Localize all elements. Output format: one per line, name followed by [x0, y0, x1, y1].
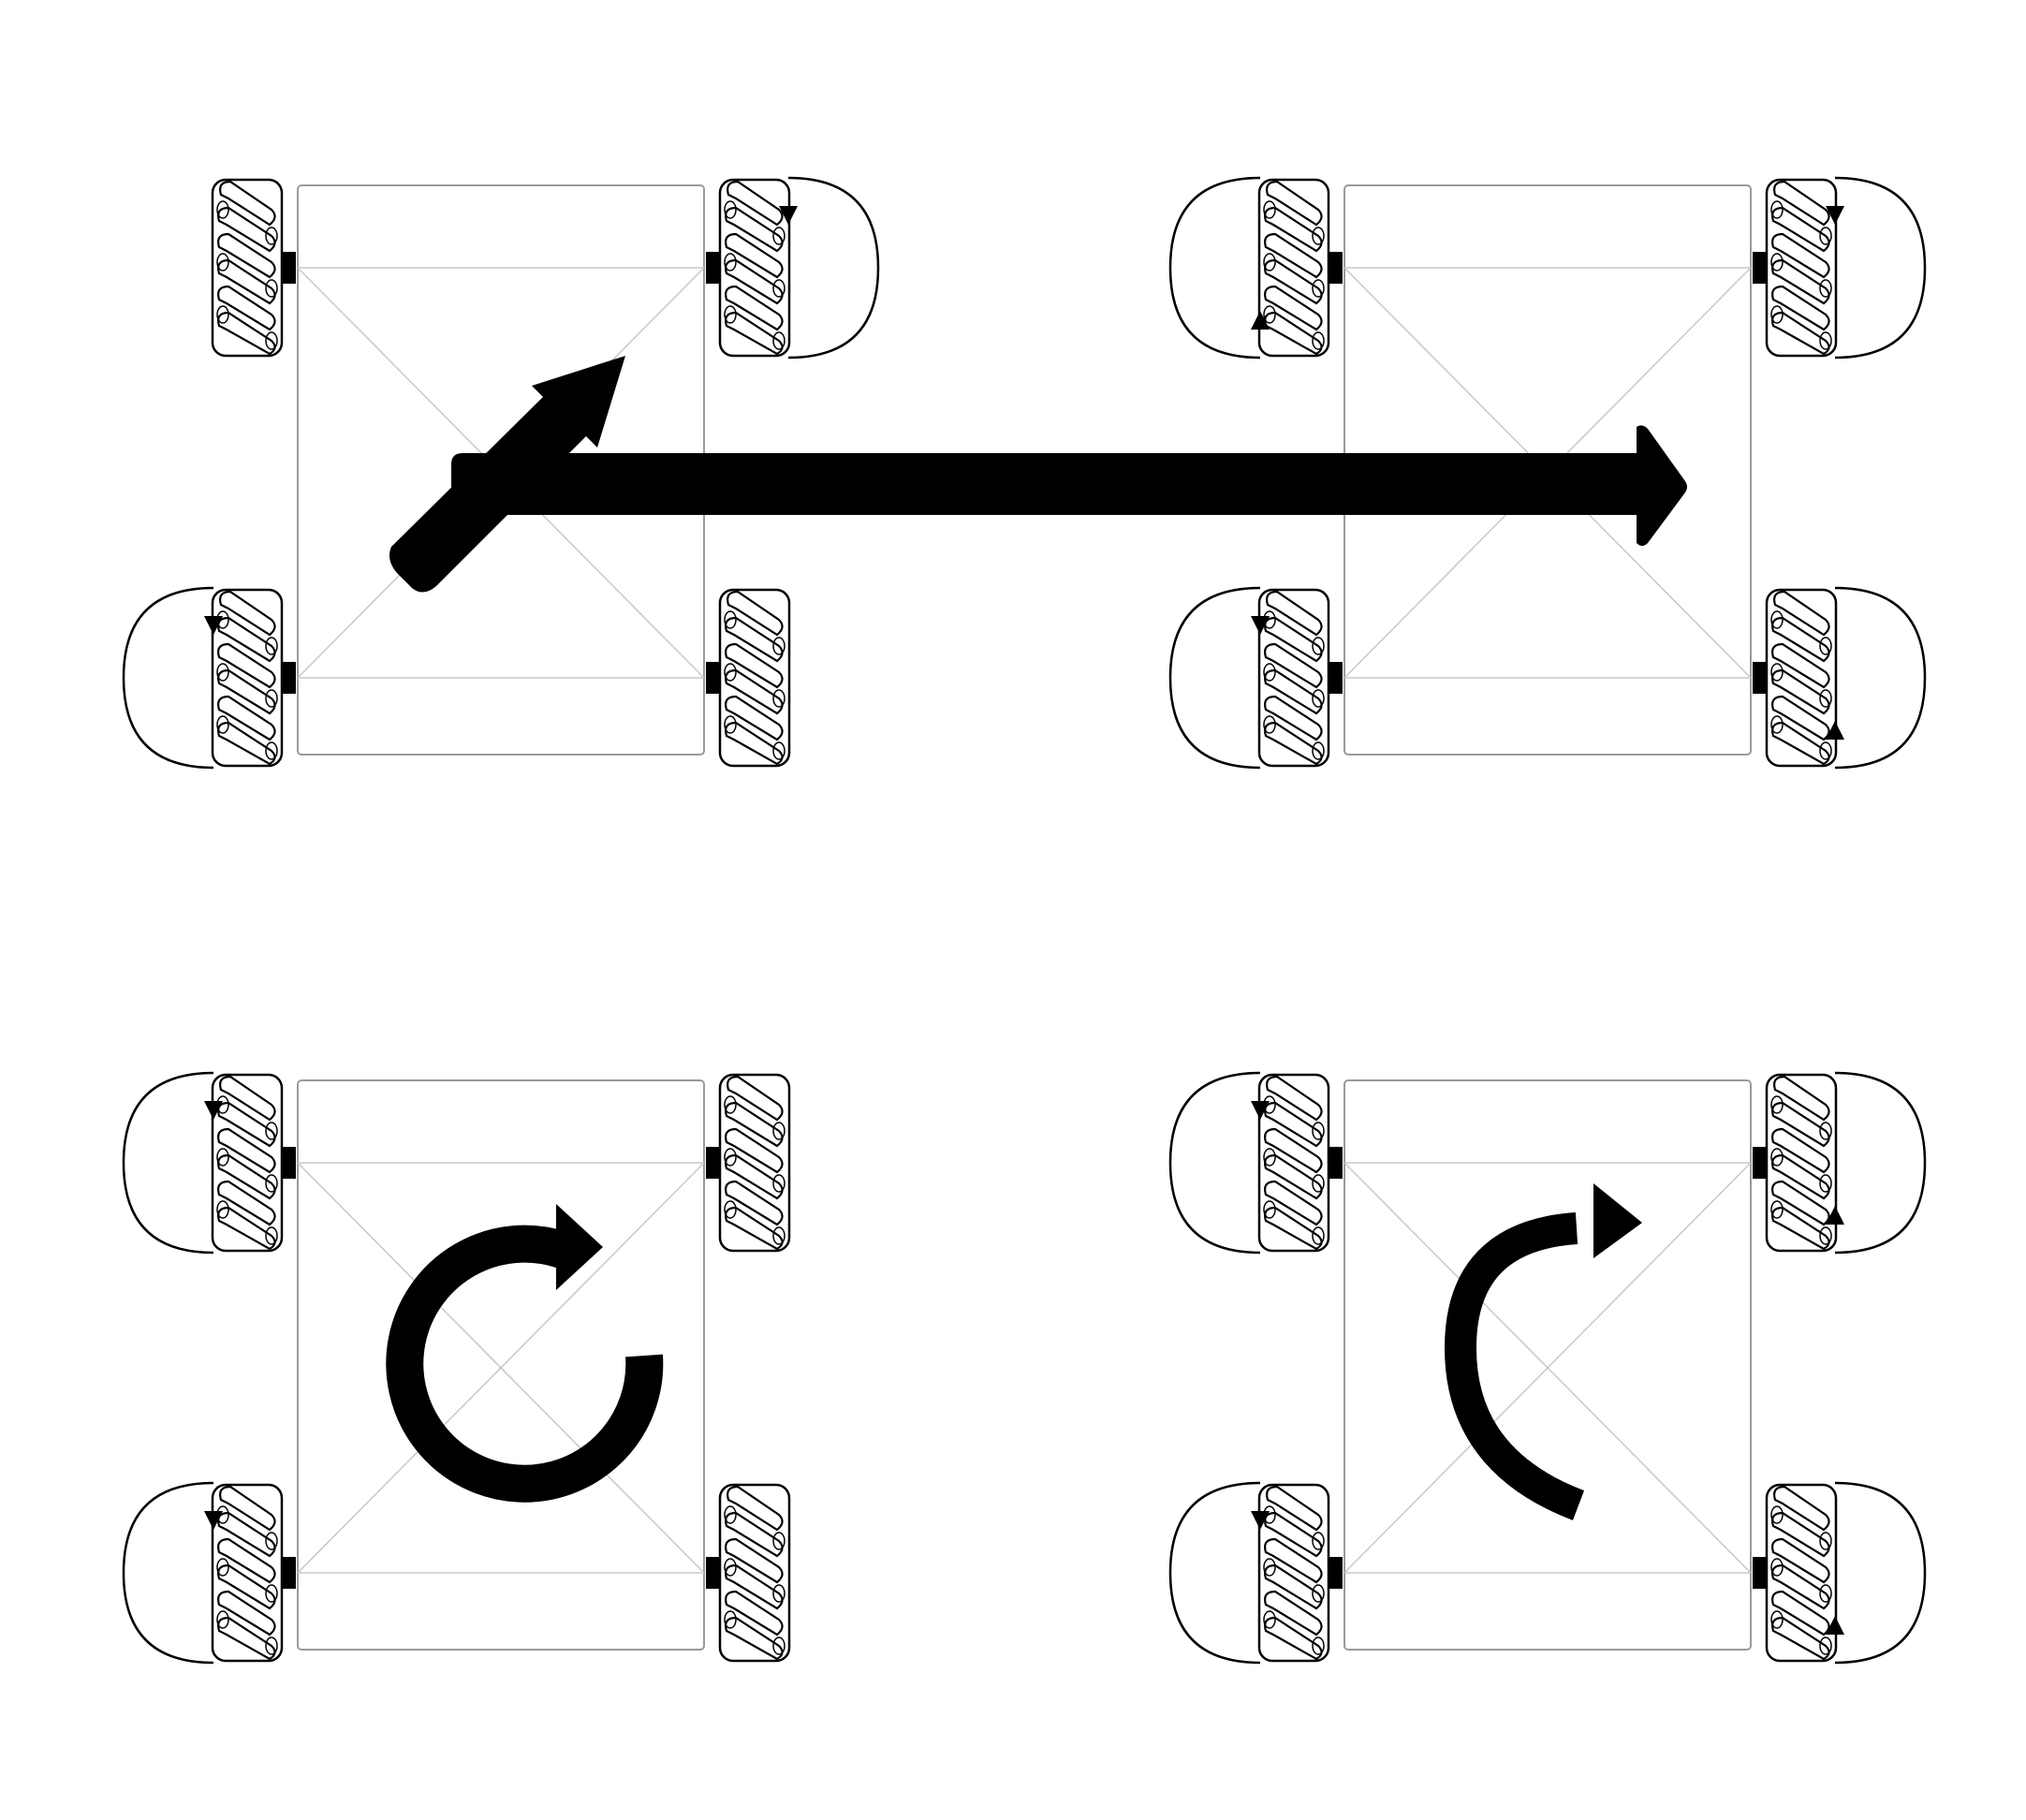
- axle-mount: [1753, 1147, 1768, 1179]
- robot-chassis: [297, 1079, 705, 1651]
- rear-left-rotation-arrow-icon: [122, 1481, 223, 1665]
- front-right-rotation-arrow-icon: [1826, 1071, 1927, 1255]
- axle-mount: [281, 662, 296, 694]
- rear-right-rotation-arrow-icon: [1826, 586, 1927, 770]
- axle-mount: [706, 252, 721, 284]
- axle-mount: [1753, 252, 1768, 284]
- front-left-rotation-arrow-icon: [1168, 176, 1270, 360]
- rear-left-rotation-arrow-icon: [122, 586, 223, 770]
- rear-left-wheel: [1168, 1481, 1343, 1665]
- axle-mount: [1753, 662, 1768, 694]
- rear-left-rotation-arrow-icon: [1168, 586, 1270, 770]
- front-left-rotation-arrow-icon: [122, 1071, 223, 1255]
- rotate-arrow-icon: [386, 1204, 664, 1503]
- robot-chassis: [1343, 1079, 1752, 1651]
- front-right-rotation-arrow-icon: [779, 176, 880, 360]
- front-right-wheel: [1753, 1071, 1927, 1255]
- front-left-wheel: [211, 178, 296, 358]
- axle-mount: [706, 1147, 721, 1179]
- rear-left-wheel: [122, 1481, 296, 1665]
- rear-right-wheel: [1753, 1481, 1927, 1665]
- axle-mount: [1328, 662, 1343, 694]
- rear-right-wheel: [706, 588, 791, 768]
- rear-right-rotation-arrow-icon: [1826, 1481, 1927, 1665]
- panel-pivot: [122, 1071, 791, 1665]
- rear-left-rotation-arrow-icon: [1168, 1481, 1270, 1665]
- front-right-wheel: [706, 1073, 791, 1253]
- half-circle-arrow-icon: [1444, 1183, 1642, 1520]
- axle-mount: [281, 252, 296, 284]
- rear-left-wheel: [122, 586, 296, 770]
- axle-mount: [1328, 252, 1343, 284]
- axle-mount: [1328, 1147, 1343, 1179]
- panel-rotate-in-place: [1168, 1071, 1927, 1665]
- right-arrow-icon: [451, 425, 1687, 546]
- axle-mount: [281, 1147, 296, 1179]
- panel-sideways: [451, 176, 1927, 770]
- front-left-wheel: [1168, 176, 1343, 360]
- rear-right-wheel: [706, 1483, 791, 1663]
- front-right-wheel: [1753, 176, 1927, 360]
- axle-mount: [1753, 1557, 1768, 1589]
- front-right-rotation-arrow-icon: [1826, 176, 1927, 360]
- axle-mount: [706, 1557, 721, 1589]
- front-left-wheel: [122, 1071, 296, 1255]
- front-right-wheel: [706, 176, 880, 360]
- front-left-rotation-arrow-icon: [1168, 1071, 1270, 1255]
- rear-left-wheel: [1168, 586, 1343, 770]
- rear-right-wheel: [1753, 586, 1927, 770]
- axle-mount: [281, 1557, 296, 1589]
- front-left-wheel: [1168, 1071, 1343, 1255]
- axle-mount: [1328, 1557, 1343, 1589]
- axle-mount: [706, 662, 721, 694]
